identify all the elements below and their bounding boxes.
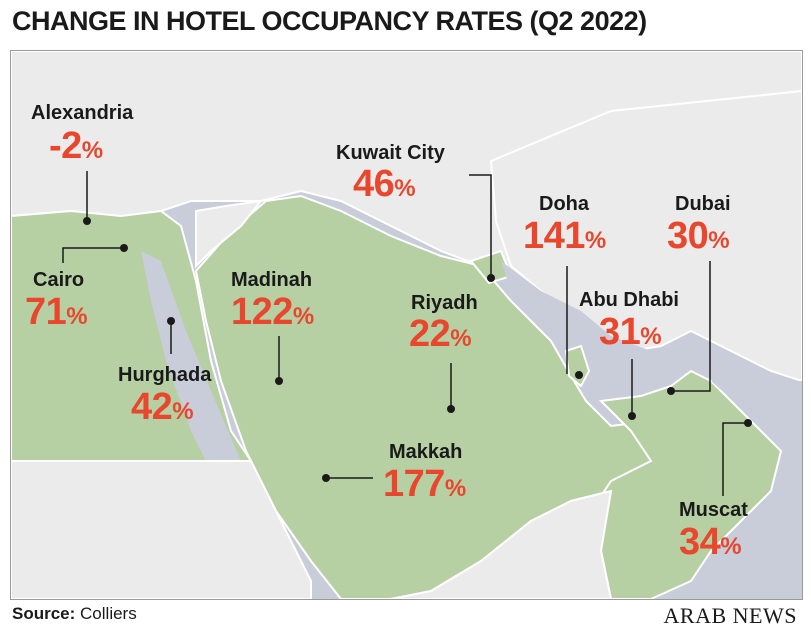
marker-hurghada [167, 317, 175, 325]
marker-doha [575, 371, 583, 379]
city-hurghada-value: 42% [131, 386, 194, 429]
marker-makkah [322, 474, 330, 482]
land-jordan [195, 199, 264, 269]
source-label: Source: [12, 604, 76, 623]
value-unit: % [292, 303, 314, 330]
city-madinah-value: 122% [231, 291, 314, 334]
source-credit: Source: Colliers [12, 604, 137, 624]
brand-logo: ARAB NEWS [663, 603, 797, 628]
city-muscat-name: Muscat [679, 499, 748, 521]
city-riyadh-value: 22% [409, 313, 472, 356]
value-number: 141 [523, 215, 585, 257]
city-riyadh-name: Riyadh [411, 292, 478, 314]
value-number: 46 [353, 163, 395, 205]
city-dubai-name: Dubai [675, 193, 731, 215]
marker-madinah [275, 377, 283, 385]
value-unit: % [450, 325, 472, 352]
city-dubai-value: 30% [667, 215, 730, 258]
value-unit: % [640, 323, 662, 350]
value-unit: % [81, 137, 103, 164]
city-makkah-name: Makkah [389, 441, 463, 463]
value-unit: % [584, 227, 606, 254]
land-uae-oman [589, 369, 783, 599]
city-alexandria-value: -2% [49, 125, 103, 168]
city-makkah-value: 177% [383, 463, 466, 506]
gulf-water [501, 261, 701, 401]
value-number: 22 [409, 313, 451, 355]
value-number: 34 [679, 521, 721, 563]
map-background [11, 51, 802, 599]
city-kuwait-city-value: 46% [353, 163, 416, 206]
value-number: 42 [131, 386, 173, 428]
city-cairo-value: 71% [25, 291, 88, 334]
city-madinah-name: Madinah [231, 269, 313, 291]
land-qatar [564, 344, 591, 388]
value-number: 71 [25, 291, 67, 333]
arabian-sea [691, 381, 802, 599]
value-number: 31 [599, 311, 641, 353]
city-kuwait-city-name: Kuwait City [336, 142, 445, 164]
land-sudan [11, 460, 312, 599]
value-unit: % [708, 227, 730, 254]
leader-lines [62, 171, 748, 496]
marker-muscat [744, 419, 752, 427]
city-markers [83, 217, 752, 482]
marker-abu-dhabi [628, 412, 636, 420]
city-doha-name: Doha [539, 193, 589, 215]
value-number: 122 [231, 291, 293, 333]
city-cairo-name: Cairo [33, 269, 85, 291]
marker-dubai [667, 387, 675, 395]
city-alexandria-name: Alexandria [31, 102, 134, 124]
value-unit: % [720, 533, 742, 560]
value-unit: % [66, 303, 88, 330]
city-doha-value: 141% [523, 215, 606, 258]
value-number: -2 [49, 125, 82, 167]
city-abu-dhabi-name: Abu Dhabi [579, 289, 679, 311]
city-muscat-value: 34% [679, 521, 742, 564]
value-unit: % [394, 175, 416, 202]
marker-riyadh [447, 405, 455, 413]
land-yemen [390, 489, 613, 599]
source-value: Colliers [80, 604, 137, 623]
value-number: 177 [383, 463, 445, 505]
value-unit: % [444, 475, 466, 502]
marker-alexandria [83, 217, 91, 225]
value-unit: % [172, 398, 194, 425]
value-number: 30 [667, 215, 709, 257]
marker-kuwait-city [487, 274, 495, 282]
red-sea [141, 251, 341, 599]
page-title: CHANGE IN HOTEL OCCUPANCY RATES (Q2 2022… [12, 6, 647, 36]
city-abu-dhabi-value: 31% [599, 311, 662, 354]
map: Alexandria -2% Cairo 71% Hurghada 42% Ma… [10, 50, 803, 600]
marker-cairo [120, 244, 128, 252]
city-hurghada-name: Hurghada [118, 364, 212, 386]
